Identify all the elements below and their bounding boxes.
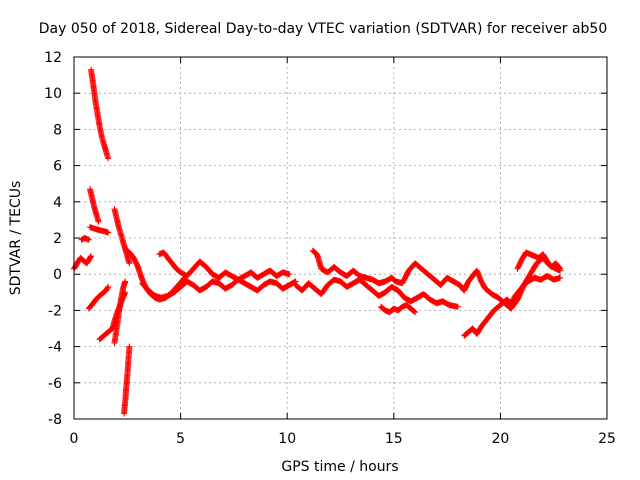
x-tick-label: 5 bbox=[176, 431, 185, 447]
y-tick-label: 2 bbox=[53, 231, 62, 247]
y-tick-label: 10 bbox=[44, 86, 62, 102]
y-tick-label: -6 bbox=[48, 376, 62, 392]
data-point bbox=[557, 274, 564, 281]
data-point bbox=[556, 265, 563, 271]
y-tick-label: 8 bbox=[53, 122, 62, 138]
data-point bbox=[411, 308, 418, 315]
y-tick-label: 6 bbox=[53, 159, 62, 175]
y-tick-label: 4 bbox=[53, 195, 62, 211]
data-point bbox=[87, 254, 94, 260]
data-point bbox=[105, 283, 112, 290]
data-point bbox=[557, 265, 564, 272]
x-tick-label: 20 bbox=[491, 431, 509, 447]
x-tick-label: 15 bbox=[385, 431, 403, 447]
x-axis-title: GPS time / hours bbox=[281, 459, 398, 475]
y-tick-label: -8 bbox=[48, 412, 62, 428]
axis-ticks: 0 5 10 15 20 25 -8 -6 -4 -2 0 2 4 6 8 10 12 bbox=[44, 50, 616, 447]
x-tick-label: 0 bbox=[70, 431, 79, 447]
data-point bbox=[126, 260, 133, 267]
data-point bbox=[95, 218, 102, 225]
data-point bbox=[412, 309, 419, 316]
data-point bbox=[126, 343, 133, 350]
chart-title: Day 050 of 2018, Sidereal Day-to-day VTE… bbox=[39, 21, 608, 37]
y-axis-title: SDTVAR / TECUs bbox=[8, 181, 24, 296]
data-point bbox=[105, 155, 112, 162]
data-point bbox=[88, 253, 95, 260]
y-tick-label: -2 bbox=[48, 303, 62, 319]
data-point bbox=[105, 229, 112, 236]
data-point bbox=[410, 308, 417, 314]
y-tick-label: 12 bbox=[44, 50, 62, 66]
x-tick-label: 25 bbox=[598, 431, 616, 447]
y-tick-label: -4 bbox=[48, 340, 62, 356]
data-point bbox=[454, 303, 461, 310]
data-point bbox=[286, 271, 293, 278]
y-tick-label: 0 bbox=[53, 267, 62, 283]
data-points bbox=[71, 66, 564, 417]
x-tick-label: 10 bbox=[278, 431, 296, 447]
data-point bbox=[122, 278, 129, 285]
data-point bbox=[85, 236, 92, 243]
